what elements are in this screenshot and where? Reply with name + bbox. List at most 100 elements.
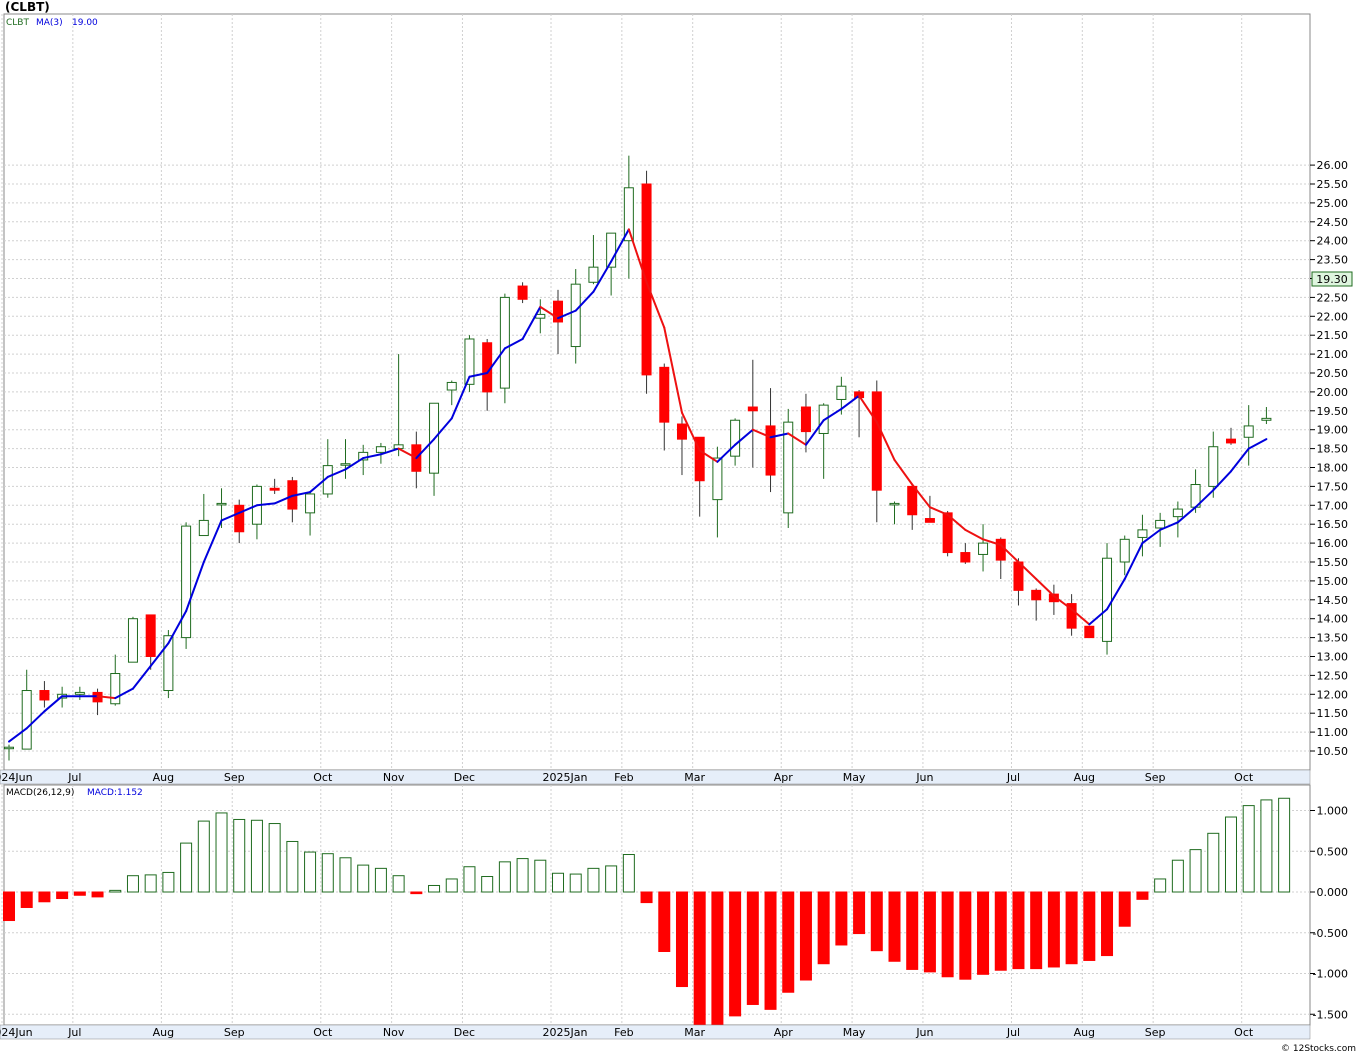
- macd-x-tick-label: Aug: [1074, 1026, 1095, 1039]
- macd-bar: [1224, 816, 1237, 893]
- candle-body: [464, 338, 475, 385]
- ma-segment: [1088, 608, 1109, 626]
- macd-bar: [91, 891, 104, 898]
- price-x-axis: 2024Jun Jul Aug Sep Oct Nov Dec 2025Jan Feb Mar Ap…: [0, 769, 1311, 785]
- ma-segment: [450, 375, 471, 420]
- macd-bar: [197, 820, 210, 893]
- ma-segment: [822, 407, 843, 422]
- candle-body: [74, 691, 85, 695]
- candle-body: [907, 485, 918, 516]
- candle-body: [110, 673, 121, 705]
- candle-body: [924, 518, 935, 523]
- candle-body: [623, 187, 634, 242]
- macd-bar: [605, 865, 618, 893]
- macd-bar: [711, 891, 724, 1026]
- macd-bar: [215, 812, 228, 893]
- last-price-badge: 19.30: [1311, 271, 1353, 287]
- macd-x-tick-label: Jul: [1006, 1026, 1020, 1039]
- ma-segment: [96, 695, 117, 700]
- candle-body: [1208, 446, 1219, 487]
- candle-body: [234, 504, 245, 533]
- price-y-tick-label: 14.00: [1317, 613, 1349, 626]
- candle-body: [836, 385, 847, 400]
- price-y-tick-label: 15.00: [1317, 575, 1349, 588]
- candle-body: [446, 381, 457, 391]
- price-x-tick-label: Apr: [774, 771, 794, 784]
- price-y-tick-label: 19.00: [1317, 424, 1349, 437]
- macd-bar: [1101, 891, 1114, 957]
- macd-y-tick-label: -1.000: [1313, 968, 1348, 981]
- macd-bar: [729, 891, 742, 1017]
- price-x-tick-label: May: [843, 771, 866, 784]
- candle-body: [747, 406, 758, 412]
- candle-body: [1137, 529, 1148, 538]
- macd-bar: [428, 884, 441, 893]
- ma-segment: [415, 438, 436, 460]
- macd-bar: [1260, 799, 1273, 893]
- legend-ma-label: MA(3): [36, 18, 63, 28]
- candle-body: [216, 502, 227, 506]
- chart-title: (CLBT): [5, 0, 50, 14]
- candle-body: [1084, 625, 1095, 639]
- candle-body: [871, 391, 882, 491]
- macd-bar: [463, 866, 476, 893]
- macd-bar: [835, 891, 848, 946]
- candle-body: [978, 542, 989, 555]
- last-price-label: 19.30: [1316, 273, 1348, 286]
- macd-bar: [250, 819, 263, 893]
- candle-body: [889, 502, 900, 506]
- price-y-tick-label: 17.50: [1317, 480, 1349, 493]
- candle-body: [198, 519, 209, 537]
- macd-bar: [569, 873, 582, 893]
- ma-segment: [645, 281, 666, 329]
- candle-body: [553, 300, 564, 323]
- ma-segment: [291, 491, 312, 497]
- ma-segment: [592, 260, 613, 293]
- candle-body: [694, 436, 705, 482]
- price-y-tick-label: 20.50: [1317, 367, 1349, 380]
- candle-body: [676, 423, 687, 440]
- macd-title: MACD(26,12,9): [6, 788, 74, 798]
- price-x-tick-label: Aug: [153, 771, 174, 784]
- macd-bar: [1030, 891, 1043, 970]
- ma-segment: [273, 494, 294, 505]
- price-panel: 10.50 11.00 11.50 12.00 12.50 13.00 13.50 14.00…: [1, 0, 1353, 771]
- ma-segment: [131, 664, 152, 690]
- candle-body: [1031, 589, 1042, 601]
- macd-bar: [357, 864, 370, 893]
- price-y-tick-label: 11.50: [1317, 707, 1349, 720]
- ma-segment: [379, 447, 400, 456]
- macd-bar: [693, 891, 706, 1026]
- ma-segment: [1070, 608, 1091, 626]
- candle-body: [4, 746, 14, 750]
- macd-bar: [445, 878, 458, 893]
- candle-body: [800, 406, 811, 433]
- macd-bar: [1278, 797, 1291, 893]
- macd-panel: -1.500 -1.000 -0.500 0.000 0.500 1.000 MACD(2…: [1, 784, 1348, 1026]
- ma-segment: [946, 513, 967, 531]
- candle-body: [1261, 417, 1272, 421]
- macd-bar: [906, 891, 919, 970]
- legend-symbol: CLBT: [6, 18, 29, 28]
- macd-x-tick-label: Oct: [313, 1026, 333, 1039]
- ma-segment: [539, 305, 560, 320]
- price-y-tick-label: 15.50: [1317, 556, 1349, 569]
- macd-x-tick-label: Dec: [454, 1026, 475, 1039]
- macd-bar: [144, 874, 157, 893]
- price-y-tick-label: 24.50: [1317, 216, 1349, 229]
- macd-bar: [746, 891, 759, 1005]
- candle-body: [1102, 557, 1113, 642]
- macd-bar: [109, 889, 122, 893]
- ma-segment: [769, 432, 790, 439]
- candle-body: [39, 690, 50, 701]
- ma-segment: [1229, 447, 1250, 473]
- macd-bar: [1154, 878, 1167, 893]
- price-y-tick-label: 17.00: [1317, 499, 1349, 512]
- ma-segment: [309, 475, 329, 494]
- ma-segment: [433, 417, 453, 441]
- price-x-tick-label: Jun: [915, 771, 933, 784]
- ma-segment: [326, 468, 347, 478]
- ma-segment: [1141, 528, 1162, 545]
- price-y-tick-label: 13.00: [1317, 651, 1349, 664]
- candle-body: [1066, 603, 1077, 629]
